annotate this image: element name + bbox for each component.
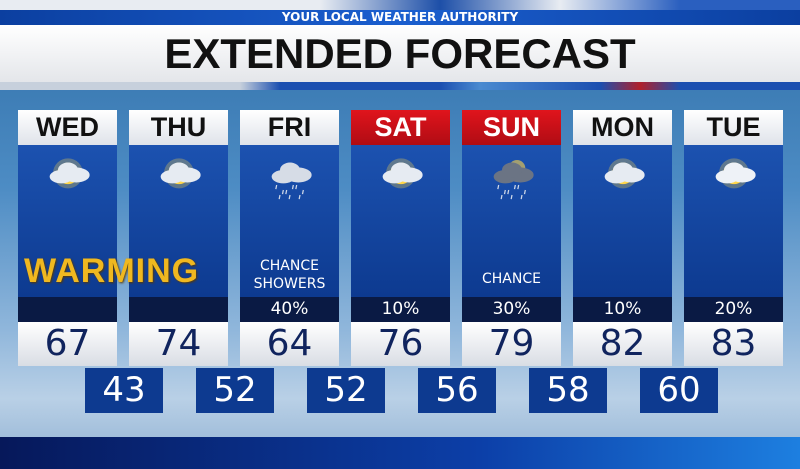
forecast-panel	[684, 145, 783, 297]
storm-cloud-rain-icon	[493, 160, 534, 200]
high-temp: 67	[18, 322, 117, 366]
sun-cloud-icon	[604, 158, 645, 189]
title-band: EXTENDED FORECAST	[0, 25, 800, 82]
forecast-panel: CHANCE SHOWERS	[240, 145, 339, 297]
condition-text: CHANCE SHOWERS	[253, 258, 326, 292]
low-temp: 60	[640, 368, 718, 413]
day-name: FRI	[240, 110, 339, 145]
bottom-bar	[0, 437, 800, 469]
sun-cloud-icon	[49, 158, 90, 189]
low-temp: 52	[196, 368, 274, 413]
low-temp: 43	[85, 368, 163, 413]
sun-cloud-icon	[160, 158, 201, 189]
high-temp: 64	[240, 322, 339, 366]
day-column-fri: FRI CHANCE SHOWERS 40% 64	[240, 110, 339, 366]
precip-chance	[18, 297, 117, 322]
precip-chance: 40%	[240, 297, 339, 322]
day-name: TUE	[684, 110, 783, 145]
day-name: SUN	[462, 110, 561, 145]
sun-cloud-icon	[382, 158, 423, 189]
forecast-panel	[573, 145, 672, 297]
precip-chance: 10%	[351, 297, 450, 322]
day-name: THU	[129, 110, 228, 145]
low-temp: 56	[418, 368, 496, 413]
forecast-panel	[18, 145, 117, 297]
day-column-thu: THU 74	[129, 110, 228, 366]
forecast-panel	[351, 145, 450, 297]
decorative-stripe	[0, 82, 800, 90]
day-name: SAT	[351, 110, 450, 145]
day-column-sun: SUN CHANCE 30% 79	[462, 110, 561, 366]
day-column-wed: WED 67	[18, 110, 117, 366]
partly-cloudy-icon	[715, 158, 756, 189]
warming-banner: WARMING	[24, 252, 200, 290]
condition-text: CHANCE	[482, 271, 541, 287]
precip-chance: 10%	[573, 297, 672, 322]
day-name: WED	[18, 110, 117, 145]
low-temp: 52	[307, 368, 385, 413]
high-temp: 76	[351, 322, 450, 366]
precip-chance	[129, 297, 228, 322]
day-name: MON	[573, 110, 672, 145]
high-temp: 74	[129, 322, 228, 366]
top-decoration	[0, 0, 800, 12]
day-column-sat: SAT 10% 76	[351, 110, 450, 366]
low-temp: 58	[529, 368, 607, 413]
day-column-mon: MON 10% 82	[573, 110, 672, 366]
high-temp: 79	[462, 322, 561, 366]
rain-cloud-icon	[271, 162, 312, 200]
forecast-panel	[129, 145, 228, 297]
high-temp: 83	[684, 322, 783, 366]
precip-chance: 20%	[684, 297, 783, 322]
day-column-tue: TUE 20% 83	[684, 110, 783, 366]
precip-chance: 30%	[462, 297, 561, 322]
page-title: EXTENDED FORECAST	[164, 30, 636, 77]
forecast-panel: CHANCE	[462, 145, 561, 297]
tagline-bar: YOUR LOCAL WEATHER AUTHORITY	[0, 10, 800, 25]
high-temp: 82	[573, 322, 672, 366]
